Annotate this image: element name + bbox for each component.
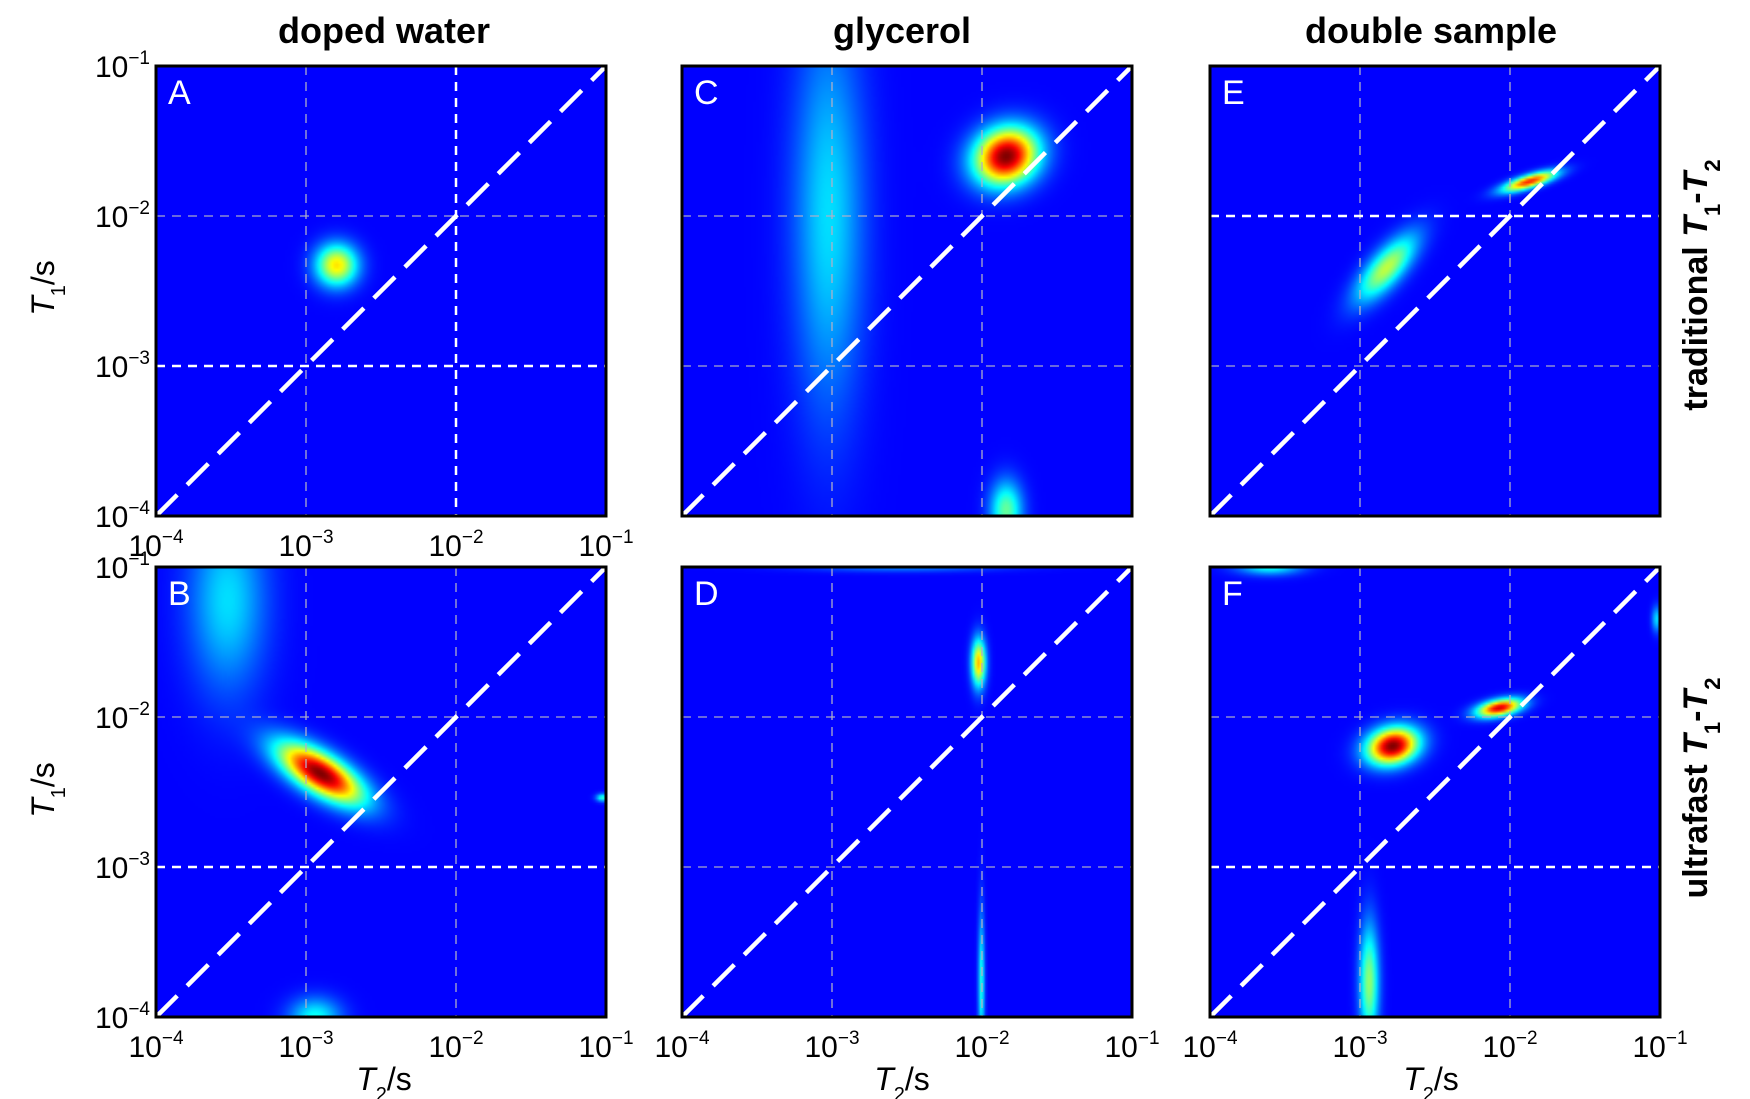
x-tick-label: 10−4 (128, 1028, 183, 1064)
y-tick-label: 10−3 (95, 849, 150, 885)
x-tick-label: 10−4 (1182, 1028, 1237, 1064)
x-tick-label: 10−2 (428, 527, 483, 563)
x-tick-label: 10−3 (278, 1028, 333, 1064)
x-tick-label: 10−3 (278, 527, 333, 563)
y-axis-label-top: T1/s (25, 260, 70, 316)
row-title-traditional: traditional T1-T2 (1677, 159, 1725, 410)
x-tick-label: 10−1 (578, 527, 633, 563)
x-tick-label: 10−3 (804, 1028, 859, 1064)
panel-D: D 10−4 10−3 10−2 10−1 (654, 567, 1159, 1064)
column-title-doped-water: doped water (278, 10, 490, 51)
x-tick-label: 10−2 (428, 1028, 483, 1064)
x-axis-label-col2: T2/s (874, 1061, 930, 1099)
y-tick-label: 10−1 (95, 549, 150, 585)
panel-F: F 10−4 10−3 10−2 10−1 (1182, 567, 1687, 1064)
y-tick-label: 10−4 (95, 999, 150, 1035)
panel-letter: A (168, 74, 191, 112)
y-tick-label: 10−1 (95, 48, 150, 84)
panel-letter: D (694, 575, 719, 613)
y-tick-label: 10−3 (95, 348, 150, 384)
panels-group: A10−110−210−310−410−4 10−3 10−2 10−1C EB10−1… (95, 48, 1688, 1064)
panel-A: A10−110−210−310−410−4 10−3 10−2 10−1 (95, 48, 634, 563)
panel-letter: E (1222, 74, 1245, 112)
x-axis-label-col1: T2/s (356, 1061, 412, 1099)
panel-letter: F (1222, 575, 1243, 613)
panel-C: C (682, 66, 1132, 516)
x-tick-label: 10−2 (1482, 1028, 1537, 1064)
row-title-ultrafast: ultrafast T1-T2 (1677, 678, 1725, 899)
column-title-glycerol: glycerol (833, 10, 971, 51)
x-tick-label: 10−3 (1332, 1028, 1387, 1064)
x-axis-label-col3: T2/s (1403, 1061, 1459, 1099)
x-tick-label: 10−1 (1632, 1028, 1687, 1064)
x-tick-label: 10−2 (954, 1028, 1009, 1064)
panel-letter: C (694, 74, 719, 112)
panel-B: B 10−1 10−2 10−3 10−410−4 10−3 10−2 10−1 (95, 549, 634, 1064)
x-tick-label: 10−1 (578, 1028, 633, 1064)
x-tick-label: 10−4 (654, 1028, 709, 1064)
y-tick-label: 10−2 (95, 699, 150, 735)
column-title-double-sample: double sample (1305, 10, 1557, 51)
panel-letter: B (168, 575, 191, 613)
y-axis-label-bottom: T1/s (25, 762, 70, 818)
y-tick-label: 10−4 (95, 498, 150, 534)
panel-E: E (1210, 66, 1660, 516)
y-tick-label: 10−2 (95, 198, 150, 234)
x-tick-label: 10−1 (1104, 1028, 1159, 1064)
